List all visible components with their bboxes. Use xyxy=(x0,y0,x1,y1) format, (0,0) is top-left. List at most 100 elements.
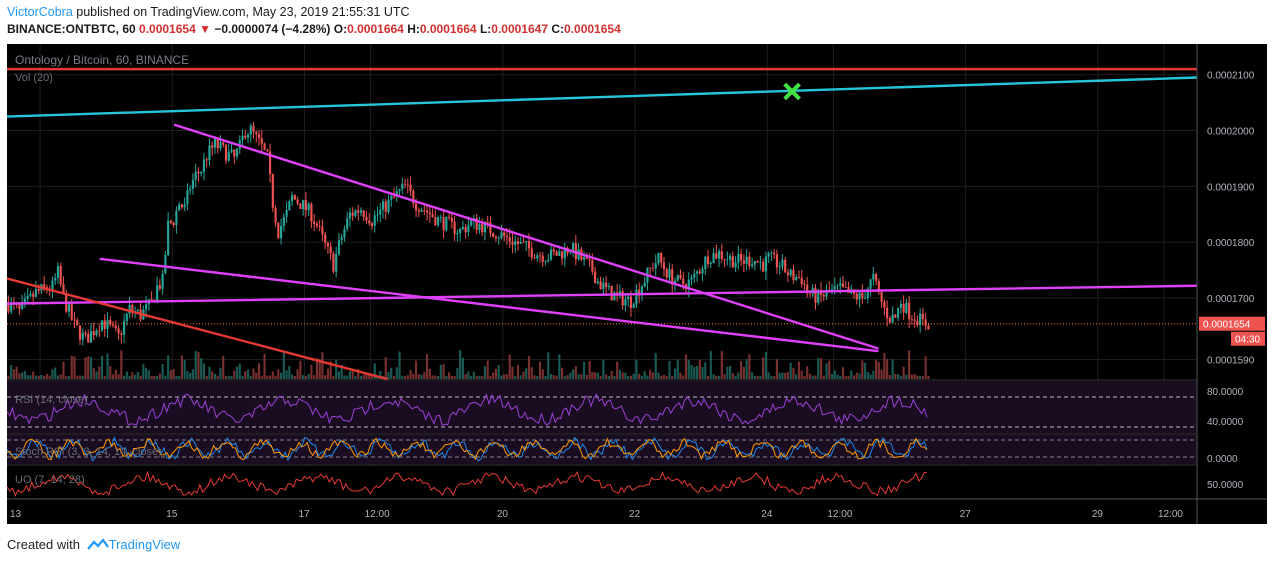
volume-bar xyxy=(919,375,922,379)
candle-body xyxy=(662,262,666,269)
volume-bar xyxy=(731,373,734,379)
tradingview-brand[interactable]: TradingView xyxy=(108,537,181,552)
candle-body xyxy=(825,290,828,297)
candle-body xyxy=(668,269,671,278)
volume-bar xyxy=(858,373,861,379)
candle-body xyxy=(470,220,473,226)
volume-bar xyxy=(136,371,139,379)
candle-body xyxy=(260,138,263,144)
candle-body xyxy=(379,209,382,215)
candle-body xyxy=(770,252,773,254)
candle-body xyxy=(729,256,732,260)
volume-bar xyxy=(544,375,547,379)
candle-body xyxy=(888,317,891,323)
candle-body xyxy=(21,302,24,309)
candle-body xyxy=(492,233,495,237)
author-link[interactable]: VictorCobra xyxy=(7,5,73,19)
candle-body xyxy=(486,221,489,223)
chart-canvas[interactable]: 0.0002100 0.0002000 0.0001900 0.0001800 0.00… xyxy=(7,44,1267,524)
volume-bar xyxy=(213,373,217,379)
volume-bar xyxy=(439,364,442,379)
volume-bar xyxy=(398,351,401,379)
volume-bar xyxy=(519,375,522,379)
volume-bar xyxy=(197,351,200,379)
candle-body xyxy=(905,302,908,313)
chart-frame[interactable]: 0.0002100 0.0002000 0.0001900 0.0001800 0.00… xyxy=(7,44,1267,524)
candle-body xyxy=(122,321,126,335)
candle-body xyxy=(387,199,390,213)
candle-body xyxy=(671,269,674,285)
volume-bar xyxy=(296,369,299,379)
candle-body xyxy=(651,267,655,269)
candle-body xyxy=(175,210,178,226)
candle-body xyxy=(249,125,252,135)
volume-bar xyxy=(690,364,693,379)
volume-bar xyxy=(924,356,927,379)
stoch-tick-label: 0.0000 xyxy=(1207,454,1238,465)
candle-body xyxy=(43,284,46,288)
volume-bar xyxy=(522,371,525,379)
candle-body xyxy=(726,259,729,261)
candle-body xyxy=(51,280,54,291)
volume-bar xyxy=(211,371,214,379)
candle-body xyxy=(762,262,765,272)
candle-body xyxy=(227,151,230,161)
volume-bar xyxy=(390,367,393,379)
open-label: O: xyxy=(333,22,348,36)
candle-body xyxy=(271,173,274,208)
volume-bar xyxy=(817,358,820,379)
candle-body xyxy=(748,256,751,266)
volume-bar xyxy=(343,375,346,379)
candle-body xyxy=(571,243,575,253)
candle-body xyxy=(924,319,927,326)
candle-body xyxy=(313,221,316,224)
candle-body xyxy=(693,273,696,278)
time-tick-label: 12:00 xyxy=(827,509,852,520)
volume-bar xyxy=(445,375,448,379)
candle-body xyxy=(343,228,346,238)
candle-body xyxy=(784,259,787,273)
volume-bar xyxy=(84,357,87,379)
candle-body xyxy=(26,295,29,299)
candle-body xyxy=(417,210,420,212)
candle-body xyxy=(351,212,354,216)
candle-body xyxy=(92,331,95,336)
candle-body xyxy=(467,225,470,233)
candle-body xyxy=(483,221,487,233)
volume-bar xyxy=(403,375,407,379)
volume-bar xyxy=(15,366,18,379)
candle-body xyxy=(456,232,459,235)
publish-line: VictorCobra published on TradingView.com… xyxy=(7,4,1267,21)
volume-bar xyxy=(588,361,591,379)
candle-body xyxy=(676,274,679,281)
volume-bar xyxy=(514,375,517,379)
volume-bar xyxy=(833,370,836,379)
candle-body xyxy=(332,253,335,272)
volume-bar xyxy=(470,375,473,379)
candle-body xyxy=(720,251,723,259)
candle-body xyxy=(412,190,415,204)
candle-body xyxy=(514,241,517,245)
candle-body xyxy=(131,304,134,312)
volume-bar xyxy=(660,375,663,379)
candle-body xyxy=(318,226,321,227)
candle-body xyxy=(745,256,748,264)
candle-body xyxy=(858,292,861,300)
volume-bar xyxy=(888,374,891,379)
volume-bar xyxy=(40,374,43,379)
candle-body xyxy=(304,200,307,211)
time-tick-label: 27 xyxy=(960,509,972,520)
countdown-label: 04:30 xyxy=(1235,335,1260,346)
volume-bar xyxy=(335,359,338,379)
candle-body xyxy=(54,277,57,281)
candle-body xyxy=(797,277,801,278)
volume-bar xyxy=(472,371,475,379)
candle-body xyxy=(205,159,208,161)
candle-body xyxy=(78,325,82,340)
candle-body xyxy=(321,226,324,235)
volume-bar xyxy=(186,371,189,379)
volume-bar xyxy=(354,375,357,379)
pane-stoch-background xyxy=(7,435,1197,464)
candle-body xyxy=(740,253,743,261)
volume-bar xyxy=(475,375,478,379)
